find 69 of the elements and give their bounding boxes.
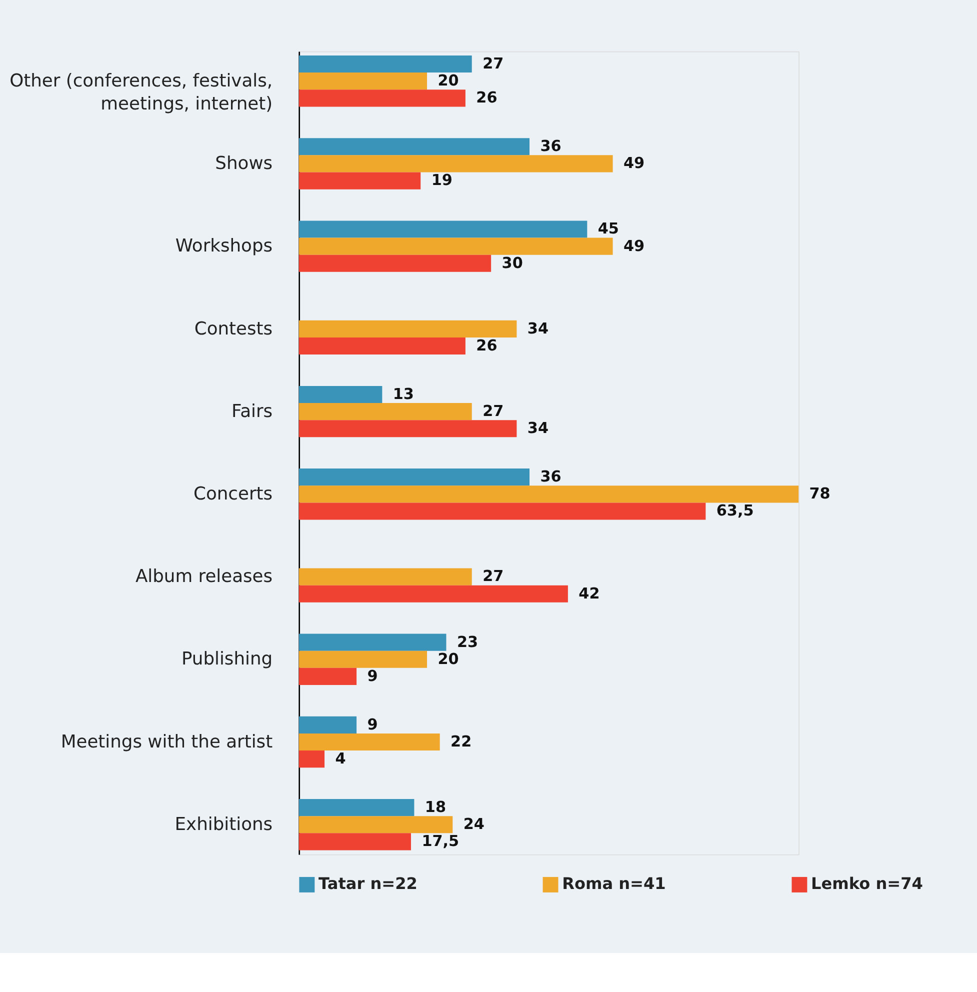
data-label: 20 (438, 72, 459, 90)
data-label: 22 (450, 732, 472, 750)
bar (298, 634, 446, 651)
data-label: 18 (424, 798, 446, 816)
bar (298, 254, 492, 272)
data-label: 45 (598, 220, 619, 238)
bar (298, 502, 706, 520)
data-label: 4 (335, 750, 346, 768)
legend-label: Lemko n=74 (811, 874, 923, 894)
bar (298, 155, 613, 172)
bar (298, 733, 440, 751)
y-tick-label: Shows (215, 153, 273, 174)
data-label: 63,5 (716, 502, 754, 520)
bar (298, 220, 588, 238)
data-label: 36 (540, 468, 562, 486)
data-label: 19 (431, 171, 452, 190)
y-tick-label: Exhibitions (174, 814, 273, 835)
bar (298, 568, 472, 586)
bar (298, 799, 414, 816)
y-tick-label: Workshops (175, 236, 273, 257)
data-label: 42 (578, 584, 600, 602)
bar (298, 320, 517, 338)
bar (298, 238, 613, 255)
bar (298, 668, 357, 686)
data-label: 34 (527, 319, 548, 338)
data-label: 49 (623, 154, 645, 172)
y-tick-label: Album releases (135, 566, 273, 588)
bar (298, 138, 530, 156)
bar (298, 420, 517, 438)
bar (298, 816, 453, 834)
y-tick-label: Concerts (194, 484, 273, 505)
y-tick-label: Publishing (181, 648, 273, 670)
data-label: 34 (527, 419, 548, 438)
data-label: 27 (482, 402, 504, 420)
y-tick-label: Contests (194, 318, 273, 340)
bar (298, 386, 382, 404)
bar (298, 585, 568, 602)
data-label: 20 (438, 650, 459, 668)
data-label: 30 (502, 254, 523, 272)
data-label: 36 (540, 137, 562, 156)
data-label: 27 (482, 567, 504, 586)
y-tick-label: Fairs (231, 400, 273, 422)
bar (298, 486, 799, 503)
legend-label: Roma n=41 (562, 874, 666, 894)
bar (298, 172, 421, 190)
data-label: 13 (392, 384, 414, 403)
data-label: 78 (809, 484, 830, 503)
data-label: 23 (456, 632, 478, 651)
bar (298, 403, 472, 420)
data-label: 26 (476, 336, 498, 354)
bar (298, 72, 428, 90)
data-label: 9 (367, 666, 378, 685)
data-label: 17,5 (422, 832, 460, 850)
data-label: 49 (623, 236, 645, 255)
bar (298, 750, 325, 768)
bar (298, 833, 411, 850)
bar (298, 337, 466, 355)
bar (298, 650, 428, 668)
bar (298, 90, 466, 107)
bar (298, 55, 472, 73)
data-label: 27 (482, 54, 504, 72)
data-label: 9 (367, 715, 378, 734)
bar (298, 716, 357, 734)
y-tick-label: Other (conferences, festivals, meetings, internet) (10, 70, 273, 115)
bar (298, 468, 530, 486)
y-tick-label: Meetings with the artist (60, 731, 273, 752)
data-label: 26 (476, 88, 498, 107)
data-label: 24 (463, 815, 484, 834)
legend-label: Tatar n=22 (318, 874, 418, 894)
